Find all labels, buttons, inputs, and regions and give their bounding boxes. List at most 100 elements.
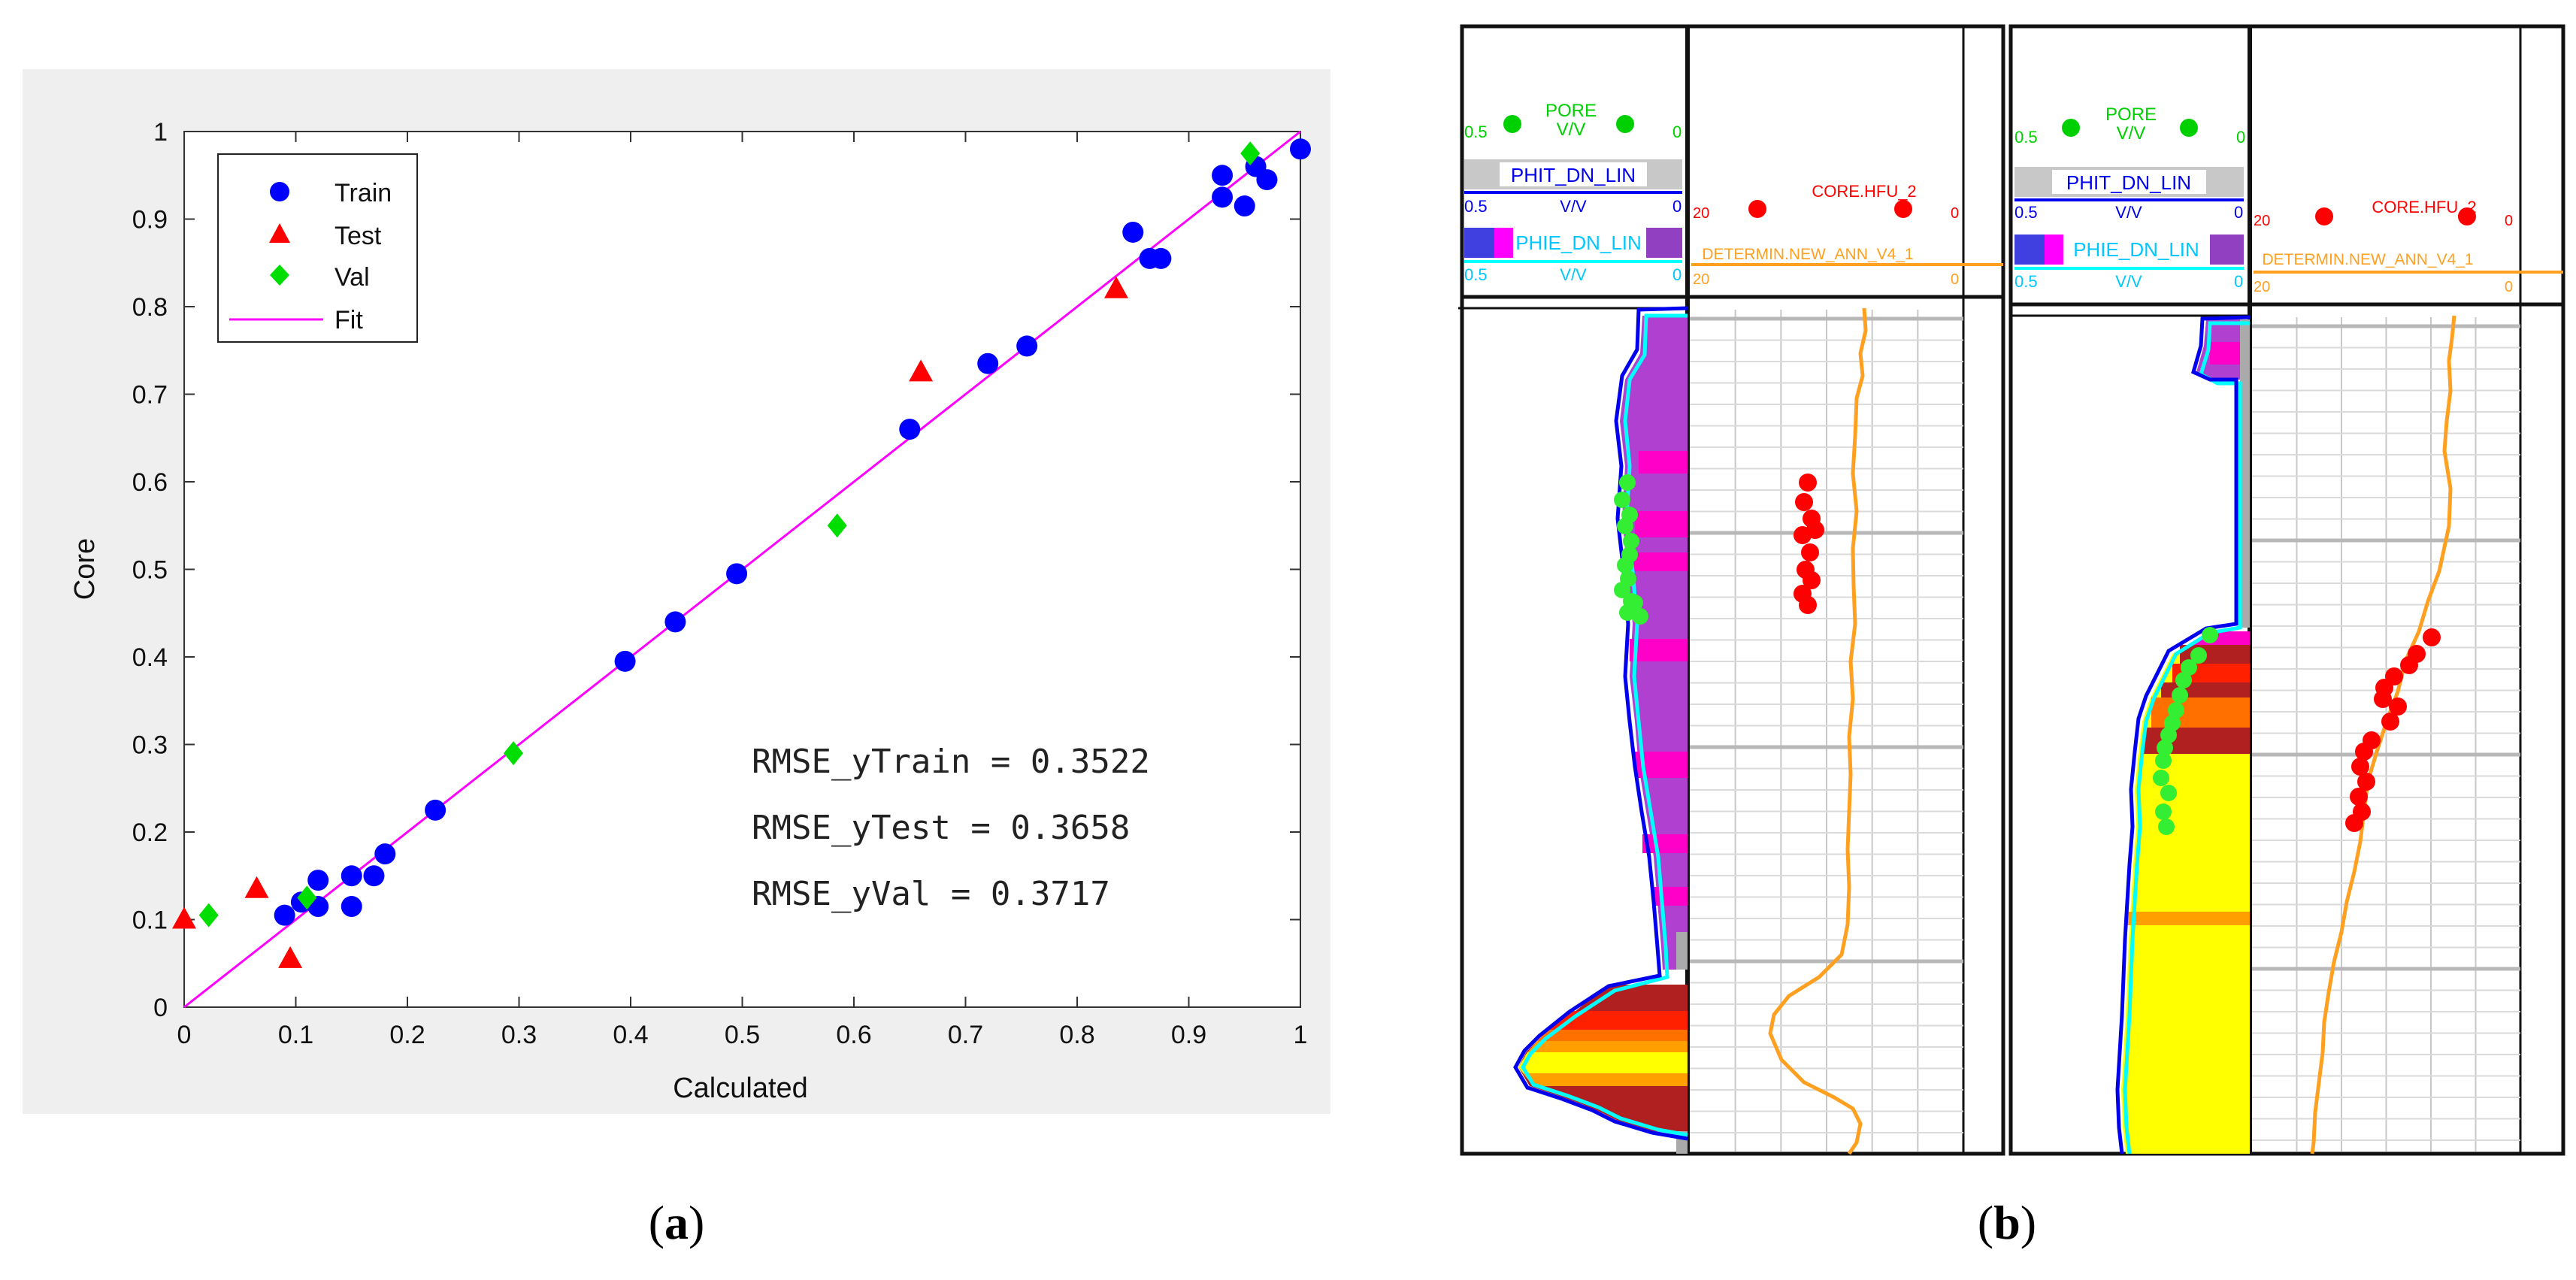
well-2-phit-left: 0.5 <box>2014 203 2038 222</box>
well-2-phit-unit: V/V <box>2115 203 2142 222</box>
pore-sample-point <box>2153 770 2169 786</box>
core-hfu-sample-point <box>1799 474 1817 492</box>
well-1-pore-marker-right <box>1616 115 1634 133</box>
pore-sample-point <box>1614 492 1630 508</box>
well-1-phit-header: PHIT_DN_LIN <box>1511 164 1636 186</box>
well-1-core-right: 0 <box>1951 205 1959 222</box>
core-hfu-sample-point <box>1803 571 1821 589</box>
pore-sample-point <box>2175 672 2192 688</box>
well-1-phit-unit: V/V <box>1560 197 1587 216</box>
well-1-phit-curve <box>1513 306 1688 1141</box>
core-hfu-sample-point <box>2357 773 2375 791</box>
well-2-porosity-track <box>2115 315 2251 1154</box>
core-hfu-sample-point <box>2355 743 2373 761</box>
legend-val-marker <box>270 265 289 286</box>
legend-test-marker <box>269 223 290 243</box>
well-1-phie-curve <box>1521 313 1688 1137</box>
well-1-phie-header: PHIE_DN_LIN <box>1515 231 1642 254</box>
pore-sample-point <box>2155 752 2172 769</box>
well-2: PORE V/V 0.5 0 PHIT_DN_LIN 0.5 V/V 0 PHI… <box>2008 24 2565 1156</box>
well-1-pore-right: 0 <box>1672 123 1682 141</box>
pore-sample-point <box>2172 687 2188 704</box>
test-point <box>172 906 196 929</box>
train-point <box>363 865 385 887</box>
test-point <box>909 359 934 382</box>
core-hfu-sample-point <box>2350 788 2368 806</box>
legend-val-label: Val <box>334 263 370 292</box>
x-tick-label: 0.2 <box>389 1021 425 1049</box>
caption-a: (a) <box>648 1196 705 1249</box>
well-2-core-right: 0 <box>2505 213 2513 229</box>
x-tick-label: 0.3 <box>501 1021 537 1049</box>
y-tick-label: 0.5 <box>132 556 168 585</box>
chart-a-xlabel: Calculated <box>673 1073 808 1104</box>
well-2-core-left: 20 <box>2254 213 2270 229</box>
well-2-phie-right: 0 <box>2234 272 2243 291</box>
y-tick-label: 0.4 <box>132 643 168 672</box>
well-2-hfu-header: CORE.HFU_2 20 0 DETERMIN.NEW_ANN_V4_1 20… <box>2254 198 2563 295</box>
y-tick-label: 0.3 <box>132 731 168 760</box>
y-tick-label: 0.9 <box>132 206 168 235</box>
val-point <box>504 741 524 766</box>
y-tick-label: 1 <box>153 118 168 147</box>
well-2-pore-header: PORE <box>2105 104 2157 125</box>
well-1-ann-left: 20 <box>1693 271 1709 288</box>
x-tick-label: 0.6 <box>836 1021 871 1049</box>
train-point <box>307 870 329 891</box>
pore-sample-point <box>2160 727 2177 743</box>
x-tick-label: 0.8 <box>1059 1021 1094 1049</box>
well-1-frame <box>1460 24 2005 1156</box>
well-1-ann-curve <box>1768 307 1868 1155</box>
well-1: PORE V/V 0.5 0 PHIT_DN_LIN 0.5 V/V 0 PHI… <box>1458 24 2005 1156</box>
pore-sample-point <box>1614 582 1630 598</box>
well-2-ann-header: DETERMIN.NEW_ANN_V4_1 <box>2262 251 2473 268</box>
legend-train-label: Train <box>334 179 392 207</box>
x-tick-label: 0.5 <box>725 1021 760 1049</box>
y-tick-label: 0 <box>153 994 168 1022</box>
well-2-reservoir-fill <box>2121 631 2250 1154</box>
well-1-hfu-header: CORE.HFU_2 20 0 DETERMIN.NEW_ANN_V4_1 20… <box>1691 182 2003 288</box>
train-point <box>1150 247 1172 269</box>
train-point <box>1256 169 1278 191</box>
pore-sample-point <box>2190 647 2207 664</box>
well-2-ann-left: 20 <box>2254 279 2270 295</box>
pore-sample-point <box>2168 702 2184 719</box>
y-tick-label: 0.8 <box>132 293 168 322</box>
core-hfu-sample-point <box>1795 493 1813 511</box>
x-tick-label: 0.1 <box>278 1021 313 1049</box>
pore-sample-point <box>2157 740 2173 756</box>
y-tick-label: 0.2 <box>132 819 168 847</box>
train-point <box>1212 186 1234 208</box>
chart-a-legend: Train Test Val Fit <box>217 153 418 343</box>
well-1-phie-left: 0.5 <box>1464 265 1488 284</box>
train-point <box>274 904 295 926</box>
test-point <box>244 876 269 898</box>
pore-sample-point <box>2181 659 2197 676</box>
well-1-pore-left: 0.5 <box>1464 123 1488 141</box>
well-1-pore-header: PORE <box>1545 101 1597 121</box>
well-2-pore-marker-left <box>2062 119 2080 137</box>
well-1-porosity-header: PORE V/V 0.5 0 PHIT_DN_LIN 0.5 V/V 0 PHI… <box>1464 101 1682 284</box>
core-hfu-sample-point <box>2389 697 2407 716</box>
val-point <box>297 885 317 910</box>
panel-a-scatter-chart: 0 0.1 0.2 0.3 0.4 0.5 0.6 0.7 0.8 0.9 1 0 0.1 0.2 0.3 0… <box>23 69 1330 1114</box>
pore-sample-point <box>2155 803 2172 820</box>
legend-test-label: Test <box>334 222 382 250</box>
well-1-porosity-track <box>1513 306 1688 1154</box>
caption-b: (b) <box>1977 1196 2037 1249</box>
train-point <box>1212 165 1234 186</box>
val-point <box>827 513 847 538</box>
train-point <box>1122 221 1144 243</box>
rmse-val-annotation: RMSE_yVal = 0.3717 <box>752 875 1110 913</box>
pore-sample-point <box>1619 474 1636 491</box>
core-hfu-sample-point <box>2400 656 2418 674</box>
x-tick-label: 1 <box>1294 1021 1308 1049</box>
core-hfu-sample-point <box>2374 690 2392 708</box>
well-1-hfu-track <box>1690 307 1963 1155</box>
well-2-ann-right: 0 <box>2505 279 2513 295</box>
train-point <box>726 563 748 585</box>
well-1-phit-left: 0.5 <box>1464 197 1488 216</box>
well-2-phie-unit: V/V <box>2115 272 2142 291</box>
x-tick-label: 0.4 <box>613 1021 648 1049</box>
well-2-ann-curve <box>2310 315 2456 1154</box>
